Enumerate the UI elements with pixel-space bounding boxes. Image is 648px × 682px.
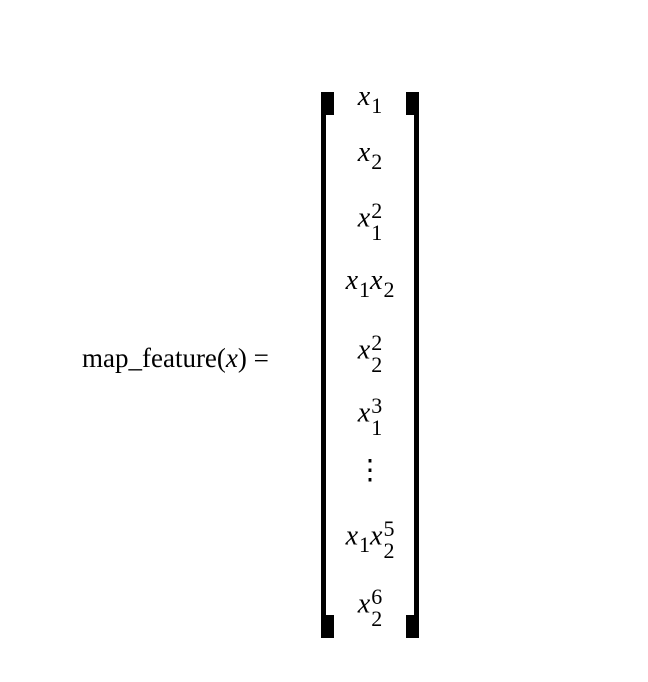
vector-entry-ellipsis: ⋮ [326,456,414,486]
variable-x: x [357,137,371,168]
function-close-paren: ) [237,343,247,373]
variable-x: x [370,520,383,552]
superscript: 2 [371,330,383,355]
subscript: 1 [371,415,383,440]
equals-sign: = [253,343,269,373]
variable-x: x [357,397,371,429]
variable-x: x [345,520,358,552]
variable-x: x [357,81,371,112]
left-bracket-top-serif [321,92,334,115]
right-bracket [414,92,419,638]
subscript: 2 [383,277,395,302]
vertical-ellipsis: ⋮ [356,455,384,486]
variable-x: x [370,265,383,296]
equation-lhs: map_feature(x) = [82,340,269,376]
variable-x: x [345,265,358,296]
subscript: 1 [371,220,383,245]
vector-entry-x1: x1 [326,81,414,119]
variable-x: x [357,588,371,620]
superscript: 6 [371,584,383,609]
left-bracket-bottom-serif [321,615,334,638]
function-name: map_feature( [82,343,226,373]
function-argument: x [225,343,238,373]
superscript: 2 [371,198,383,223]
subscript: 2 [371,149,383,174]
subscript: 1 [359,532,370,558]
variable-x: x [357,334,371,366]
subscript: 2 [371,606,383,631]
left-bracket [321,92,326,638]
vector-entry-x2: x2 [326,137,414,175]
right-bracket-top-serif [406,92,419,115]
superscript: 3 [371,393,383,418]
right-bracket-bottom-serif [406,615,419,638]
subscript: 2 [371,352,383,377]
superscript: 5 [383,516,395,541]
subscript: 2 [383,538,395,563]
subscript: 1 [371,93,383,118]
vector-entry-x1-x2: x1x2 [326,265,414,303]
variable-x: x [357,202,371,234]
subscript: 1 [359,277,370,302]
vector-entry-x1-x2-fifth: x1x 5 2 [326,516,414,562]
